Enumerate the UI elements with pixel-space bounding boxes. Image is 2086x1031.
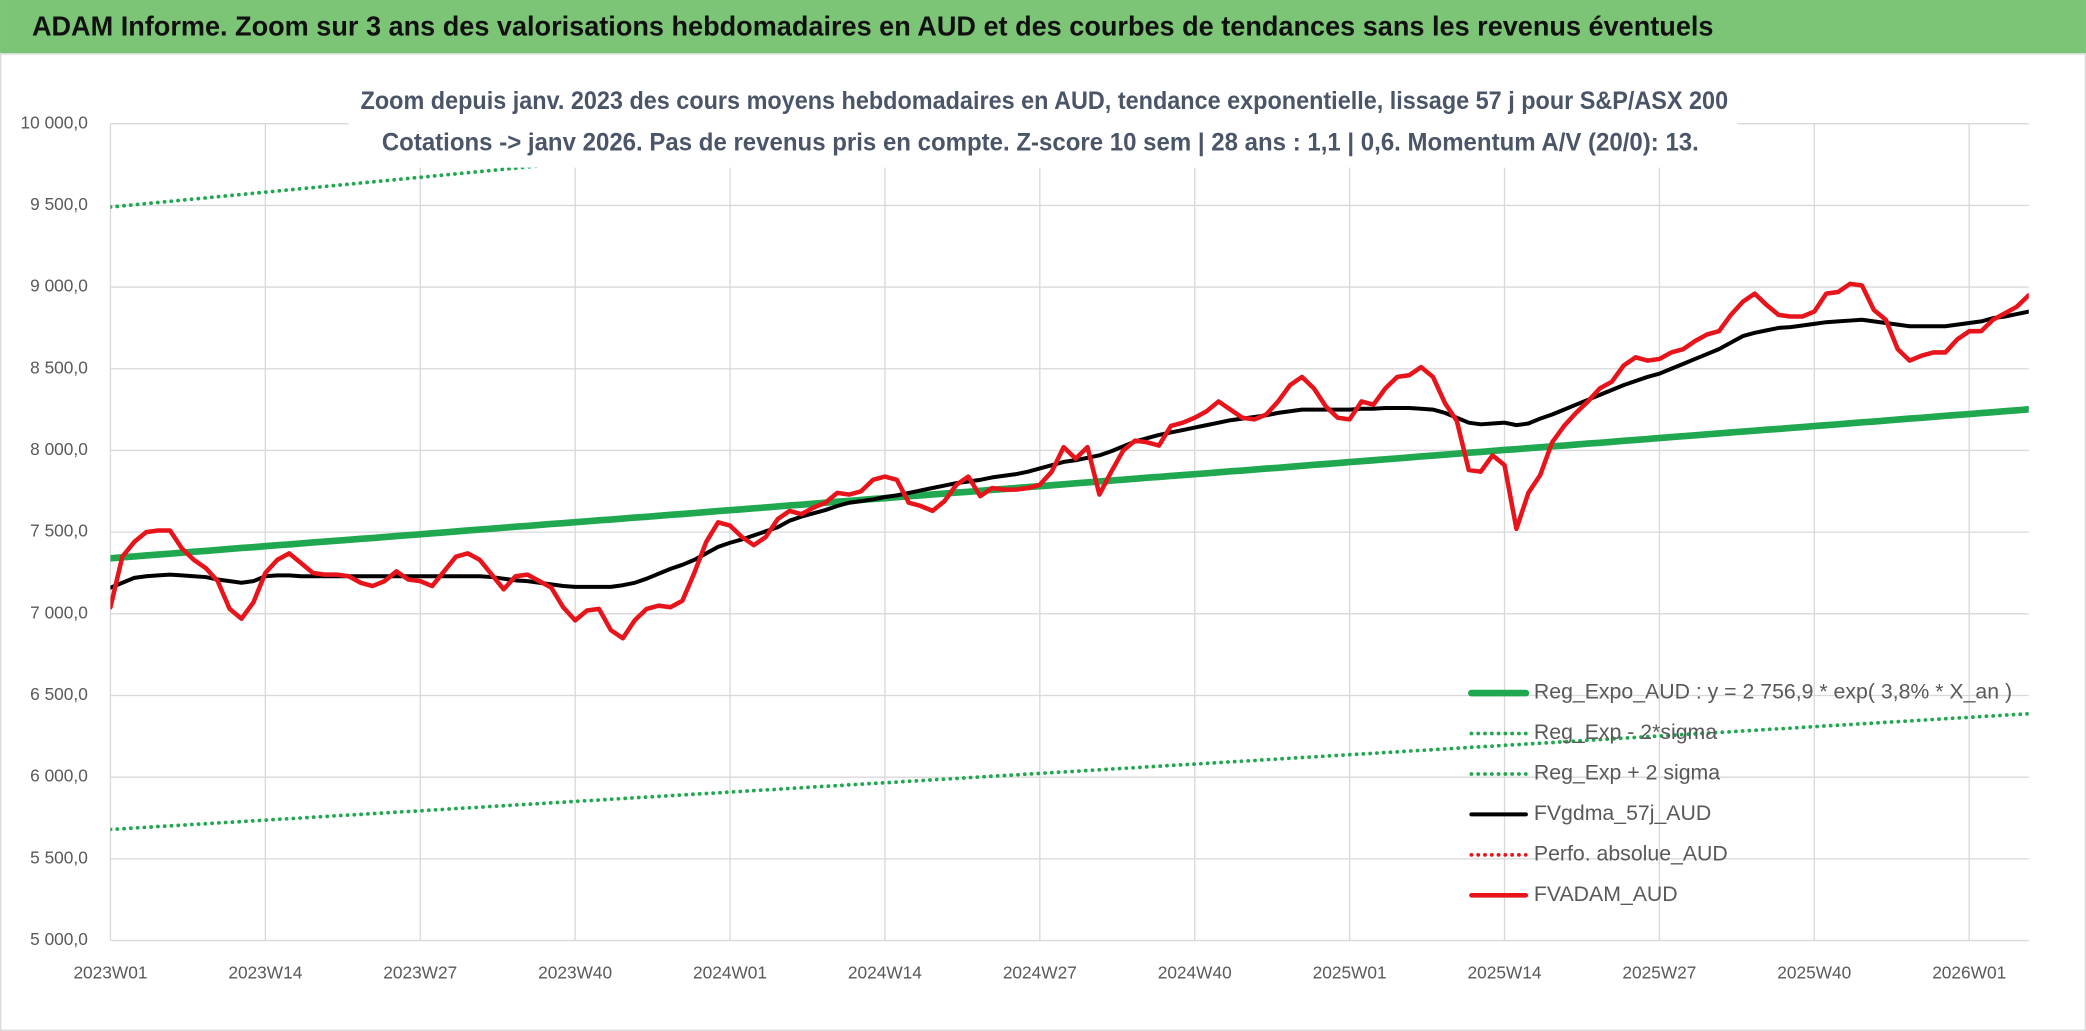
y-tick-label: 7 500,0: [30, 521, 88, 541]
y-tick-label: 6 500,0: [30, 684, 88, 704]
legend-label: Reg_Exp - 2*sigma: [1534, 720, 1717, 744]
x-tick-label: 2025W01: [1313, 962, 1387, 982]
x-tick-label: 2023W27: [383, 962, 457, 982]
x-tick-label: 2023W40: [538, 962, 612, 982]
title-box: [348, 77, 1738, 168]
y-tick-label: 6 000,0: [30, 766, 88, 786]
y-tick-label: 10 000,0: [21, 112, 88, 132]
page-title: ADAM Informe. Zoom sur 3 ans des valoris…: [32, 10, 1714, 41]
x-tick-label: 2026W01: [1932, 962, 2006, 982]
x-tick-label: 2024W01: [693, 962, 767, 982]
legend: Reg_Expo_AUD : y = 2 756,9 * exp( 3,8% *…: [1468, 680, 2012, 906]
y-tick-label: 8 000,0: [30, 439, 88, 459]
grid: 5 000,0 5 500,0 6 000,0 6 500,0 7 000,0 7 500…: [21, 112, 2029, 982]
x-tick-label: 2025W40: [1777, 962, 1851, 982]
y-tick-label: 5 500,0: [30, 847, 88, 867]
legend-label: FVgdma_57j_AUD: [1534, 801, 1711, 825]
chart-subtitle: Cotations -> janv 2026. Pas de revenus p…: [382, 128, 1699, 156]
y-tick-label: 9 000,0: [30, 276, 88, 296]
y-tick-label: 8 500,0: [30, 357, 88, 377]
x-tick-label: 2024W14: [848, 962, 922, 982]
x-tick-label: 2023W14: [228, 962, 302, 982]
y-tick-label: 9 500,0: [30, 194, 88, 214]
legend-label: Reg_Exp + 2 sigma: [1534, 761, 1720, 785]
series-line: [110, 711, 2029, 832]
chart-border: [0, 53, 2086, 1031]
series-line: [110, 405, 2029, 562]
x-tick-label: 2025W27: [1622, 962, 1696, 982]
legend-label: Perfo. absolue_AUD: [1534, 841, 1728, 865]
x-tick-label: 2024W40: [1158, 962, 1232, 982]
y-tick-label: 7 000,0: [30, 602, 88, 622]
chart-title: Zoom depuis janv. 2023 des cours moyens …: [361, 87, 1729, 115]
plot: [110, 123, 2029, 832]
x-tick-label: 2025W14: [1468, 962, 1542, 982]
y-tick-label: 5 000,0: [30, 929, 88, 949]
series-line: [110, 309, 2029, 590]
header-band: [0, 0, 2086, 54]
legend-label: FVADAM_AUD: [1534, 882, 1678, 906]
x-tick-label: 2024W27: [1003, 962, 1077, 982]
legend-label: Reg_Expo_AUD : y = 2 756,9 * exp( 3,8% *…: [1534, 680, 2012, 704]
x-tick-label: 2023W01: [73, 962, 147, 982]
series-line: [110, 281, 2029, 641]
